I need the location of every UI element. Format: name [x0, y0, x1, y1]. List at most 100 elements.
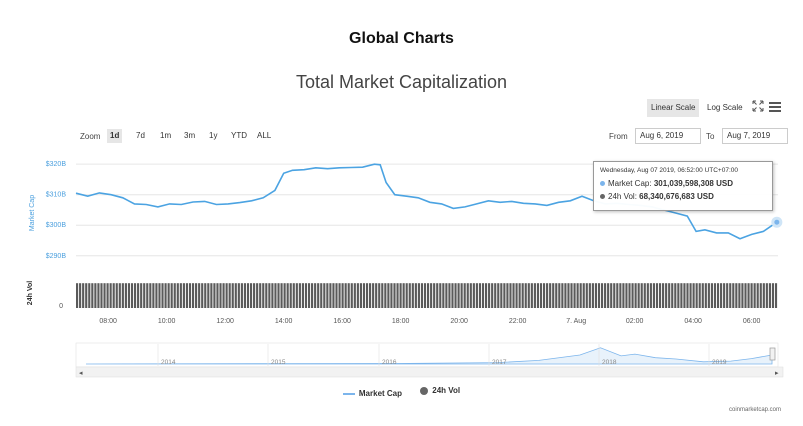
volume-bar	[756, 283, 759, 308]
volume-bar	[475, 283, 478, 308]
volume-bar	[552, 283, 555, 308]
legend-item-24h-vol[interactable]: 24h Vol	[420, 386, 460, 395]
volume-bar	[533, 283, 536, 308]
volume-bar	[179, 283, 182, 308]
volume-bar	[94, 283, 97, 308]
log-scale-button[interactable]: Log Scale	[707, 103, 743, 112]
volume-bar	[512, 283, 515, 308]
volume-bar	[671, 283, 674, 308]
zoom-1d-button[interactable]: 1d	[107, 129, 123, 143]
volume-bar	[384, 283, 387, 308]
navigator-scrollbar[interactable]	[75, 366, 784, 378]
zoom-3m-button[interactable]: 3m	[184, 131, 196, 140]
zoom-1y-button[interactable]: 1y	[209, 131, 218, 140]
volume-bar	[771, 283, 775, 308]
navigator-tick-label: 2018	[602, 359, 617, 366]
volume-bar	[414, 283, 417, 308]
scroll-left-arrow-icon[interactable]: ◂	[79, 370, 83, 377]
volume-bar	[152, 283, 155, 308]
volume-bar	[634, 283, 637, 308]
volume-bar	[332, 283, 335, 308]
volume-bar	[341, 283, 344, 308]
volume-bar	[607, 283, 610, 308]
scroll-right-arrow-icon[interactable]: ▸	[775, 370, 779, 377]
volume-bar	[472, 283, 475, 308]
volume-bar	[741, 283, 744, 308]
volume-bar	[195, 283, 198, 308]
zoom-1m-button[interactable]: 1m	[160, 131, 172, 140]
volume-bar	[295, 283, 298, 308]
x-tick-label: 04:00	[684, 318, 702, 325]
volume-bar	[594, 283, 598, 308]
volume-bar	[576, 283, 579, 308]
volume-bar	[280, 283, 283, 308]
from-date-input[interactable]	[635, 128, 701, 144]
volume-bar	[509, 283, 512, 308]
volume-bar	[662, 283, 665, 308]
navigator-handle[interactable]	[769, 347, 776, 361]
volume-bar	[88, 283, 91, 308]
volume-bar	[170, 283, 173, 308]
volume-bar	[402, 283, 405, 308]
volume-bar	[259, 283, 262, 308]
volume-bar	[387, 283, 390, 308]
volume-bar	[307, 283, 311, 308]
volume-bar	[317, 283, 320, 308]
navigator-tick-label: 2019	[712, 359, 727, 366]
volume-bar	[723, 283, 726, 308]
volume-bar	[726, 283, 729, 308]
zoom-all-button[interactable]: ALL	[257, 131, 272, 140]
volume-bar	[759, 283, 762, 308]
volume-axis-title: 24h Vol	[27, 281, 34, 305]
volume-bar	[610, 283, 613, 308]
navigator-tick-label: 2015	[271, 359, 286, 366]
volume-bar	[420, 283, 424, 308]
volume-bar	[463, 283, 466, 308]
volume-bar	[326, 283, 329, 308]
zoom-7d-button[interactable]: 7d	[136, 131, 145, 140]
zoom-ytd-button[interactable]: YTD	[231, 131, 247, 140]
x-axis-ticks: 08:00 10:00 12:00 14:00 16:00 18:00 20:00 22:00…	[99, 318, 760, 325]
volume-bar	[597, 283, 601, 308]
volume-bar	[436, 283, 439, 308]
to-date-input[interactable]	[722, 128, 788, 144]
tooltip-vol-label: 24h Vol:	[608, 192, 637, 201]
tooltip-vol-row: 24h Vol: 68,340,676,683 USD	[600, 192, 714, 201]
volume-bar	[301, 283, 304, 308]
tooltip-vol-value: 68,340,676,683 USD	[639, 192, 714, 201]
volume-bar	[399, 283, 402, 308]
volume-bar	[79, 283, 82, 308]
volume-bar	[253, 283, 256, 308]
volume-bar	[381, 283, 384, 308]
footer-credit: coinmarketcap.com	[729, 407, 782, 413]
volume-bar	[329, 283, 332, 308]
navigator-tick-label: 2017	[492, 359, 507, 366]
x-tick-label: 16:00	[333, 318, 351, 325]
volume-bar	[320, 283, 323, 308]
linear-scale-button[interactable]: Linear Scale	[647, 99, 700, 117]
volume-bar	[274, 283, 277, 308]
volume-bar	[765, 283, 768, 308]
expand-icon[interactable]	[752, 100, 764, 112]
navigator-series-area	[85, 347, 773, 365]
volume-bar	[411, 283, 414, 308]
volume-bar	[417, 283, 420, 308]
volume-bar	[140, 283, 143, 308]
volume-bar	[503, 283, 506, 308]
volume-bar	[225, 283, 228, 308]
volume-bar	[448, 283, 451, 308]
volume-bar	[710, 283, 713, 308]
y-tick-label: $320B	[46, 161, 67, 168]
volume-bar	[362, 283, 366, 308]
volume-bar	[100, 283, 103, 308]
volume-bar	[137, 283, 140, 308]
legend-item-market-cap[interactable]: Market Cap	[342, 389, 402, 398]
menu-icon[interactable]	[769, 101, 781, 113]
x-tick-label: 06:00	[743, 318, 761, 325]
volume-bar	[686, 283, 689, 308]
chart-legend: Market Cap 24h Vol	[0, 386, 803, 398]
x-tick-label: 20:00	[450, 318, 468, 325]
volume-bar	[637, 283, 640, 308]
volume-bar	[130, 283, 134, 308]
